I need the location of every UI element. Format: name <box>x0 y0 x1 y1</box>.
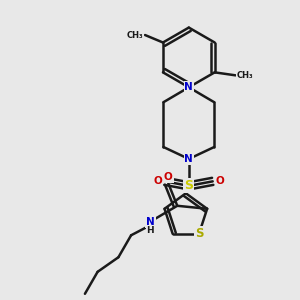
Text: H: H <box>147 226 154 235</box>
Text: N: N <box>184 82 193 92</box>
Text: O: O <box>164 172 173 182</box>
Text: O: O <box>153 176 162 186</box>
Text: S: S <box>195 227 203 240</box>
Text: N: N <box>146 217 155 227</box>
Text: CH₃: CH₃ <box>126 31 143 40</box>
Text: CH₃: CH₃ <box>236 71 253 80</box>
Text: N: N <box>184 154 193 164</box>
Text: O: O <box>216 176 224 186</box>
Text: S: S <box>184 179 193 192</box>
